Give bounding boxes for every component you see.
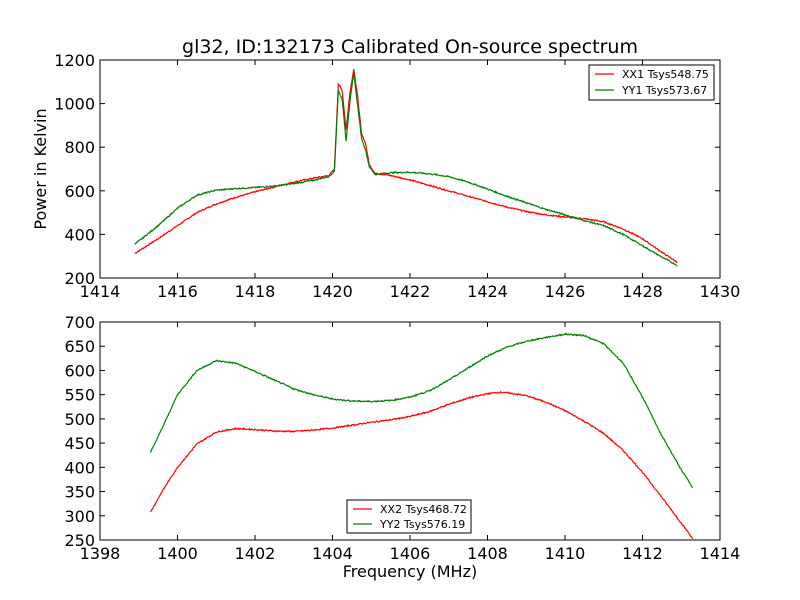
top-y-tick-label: 400 <box>64 225 95 244</box>
top-legend: XX1 Tsys548.75 YY1 Tsys573.67 <box>588 64 715 101</box>
bottom-series-line-1 <box>149 390 694 539</box>
bottom-plot: 1398 1400 1402 1404 1406 1408 1410 1412 1414 250 3… <box>64 313 740 563</box>
bottom-x-tick-label: 1398 <box>80 544 121 563</box>
top-series-line-2 <box>134 72 678 267</box>
top-legend-label-xx1: XX1 Tsys548.75 <box>622 68 709 81</box>
bottom-x-tick-label: 1412 <box>622 544 663 563</box>
bottom-x-tick-label: 1402 <box>235 544 276 563</box>
bottom-x-tick-label: 1410 <box>545 544 586 563</box>
bottom-legend-label-yy2: YY2 Tsys576.19 <box>379 518 465 531</box>
top-y-tick-label: 1200 <box>54 51 95 70</box>
bottom-x-tick-label: 1400 <box>157 544 198 563</box>
top-y-tick-label: 1000 <box>54 95 95 114</box>
top-x-tick-label: 1430 <box>700 282 741 301</box>
top-x-tick-label: 1416 <box>157 282 198 301</box>
bottom-y-tick-label: 250 <box>64 531 95 550</box>
bottom-y-tick-label: 500 <box>64 410 95 429</box>
top-legend-label-yy1: YY1 Tsys573.67 <box>621 84 707 97</box>
bottom-y-tick-label: 450 <box>64 434 95 453</box>
bottom-x-tick-label: 1414 <box>700 544 741 563</box>
top-x-tick-label: 1424 <box>467 282 508 301</box>
bottom-y-tick-label: 350 <box>64 483 95 502</box>
bottom-x-axis-label: Frequency (MHz) <box>343 562 477 581</box>
top-x-tick-label: 1420 <box>312 282 353 301</box>
top-y-axis-label: Power in Kelvin <box>31 108 50 229</box>
top-y-tick-label: 600 <box>64 182 95 201</box>
bottom-legend-box <box>346 499 472 534</box>
chart-title: gl32, ID:132173 Calibrated On-source spe… <box>182 36 638 58</box>
bottom-x-tick-label: 1408 <box>467 544 508 563</box>
top-x-tick-label: 1426 <box>545 282 586 301</box>
bottom-y-tick-label: 600 <box>64 361 95 380</box>
top-legend-box <box>588 64 715 101</box>
top-x-tick-label: 1414 <box>80 282 121 301</box>
top-series-line-1 <box>134 69 678 264</box>
bottom-y-tick-label: 550 <box>64 386 95 405</box>
bottom-x-tick-label: 1406 <box>390 544 431 563</box>
bottom-y-tick-label: 300 <box>64 507 95 526</box>
bottom-y-tick-label: 400 <box>64 458 95 477</box>
bottom-series-line-2 <box>149 332 694 489</box>
bottom-x-tick-label: 1404 <box>312 544 353 563</box>
top-plot: 1414 1416 1418 1420 1422 1424 1426 1428 1430 200 4… <box>54 51 740 301</box>
top-y-tick-label: 800 <box>64 138 95 157</box>
bottom-y-tick-label: 700 <box>64 313 95 332</box>
top-x-tick-label: 1418 <box>235 282 276 301</box>
bottom-y-tick-label: 650 <box>64 337 95 356</box>
bottom-legend: XX2 Tsys468.72 YY2 Tsys576.19 <box>346 499 472 534</box>
top-x-tick-label: 1428 <box>622 282 663 301</box>
top-y-tick-label: 200 <box>64 269 95 288</box>
bottom-legend-label-xx2: XX2 Tsys468.72 <box>380 503 467 516</box>
top-x-tick-label: 1422 <box>390 282 431 301</box>
